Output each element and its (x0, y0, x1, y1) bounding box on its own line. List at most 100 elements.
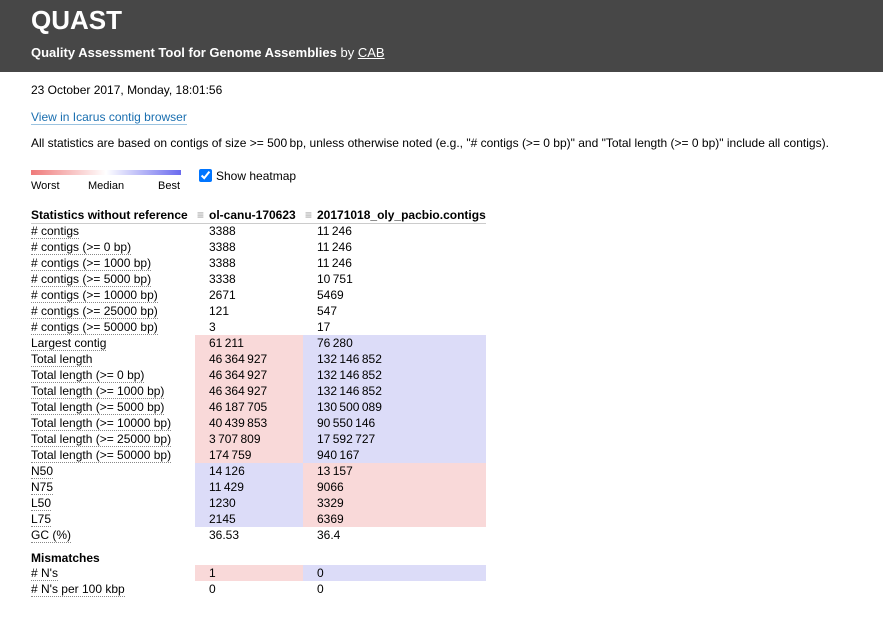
value-cell: 76 280 (303, 335, 486, 351)
value-cell: 1230 (195, 495, 303, 511)
row-label: GC (%) (31, 528, 71, 543)
row-label-cell: L50 (31, 495, 195, 511)
row-label: Largest contig (31, 336, 107, 351)
row-label: Total length (>= 1000 bp) (31, 384, 165, 399)
row-label-cell: # contigs (>= 5000 bp) (31, 271, 195, 287)
value-cell: 3388 (209, 256, 236, 270)
legend-worst: Worst (31, 180, 60, 192)
row-label: Total length (>= 10000 bp) (31, 416, 172, 431)
row-label: # contigs (>= 1000 bp) (31, 256, 152, 271)
subtitle: Quality Assessment Tool for Genome Assem… (31, 45, 385, 60)
value-cell: 3338 (209, 272, 236, 286)
column-name: Statistics without reference (31, 208, 188, 222)
header: QUAST Quality Assessment Tool for Genome… (0, 0, 883, 72)
row-label-cell: Total length (>= 25000 bp) (31, 431, 195, 447)
header-cell[interactable]: ≡ 20171018_oly_pacbio.contigs (303, 207, 486, 224)
sort-icon: ≡ (197, 208, 205, 222)
section-name: Mismatches (31, 551, 100, 565)
row-label-cell: N50 (31, 463, 195, 479)
value-cell: 3 (209, 320, 216, 334)
value-cell: 132 146 852 (303, 383, 486, 399)
value-cell: 0 (303, 565, 486, 581)
legend-best: Best (158, 180, 181, 192)
row-label: # contigs (>= 25000 bp) (31, 304, 158, 319)
value-cell: 6369 (303, 511, 486, 527)
sort-icon: ≡ (305, 208, 313, 222)
icarus-link[interactable]: View in Icarus contig browser (31, 110, 187, 125)
value-cell: 3388 (209, 240, 236, 254)
value-cell: 13 157 (303, 463, 486, 479)
value-cell: 940 167 (303, 447, 486, 463)
row-label-cell: Total length (31, 351, 195, 367)
value-cell: 130 500 089 (303, 399, 486, 415)
legend-median: Median (88, 180, 125, 192)
row-label-cell: Total length (>= 0 bp) (31, 367, 195, 383)
value-cell: 121 (209, 304, 230, 318)
value-cell: 61 211 (195, 335, 303, 351)
value-cell: 11 246 (317, 240, 352, 254)
row-label-cell: # contigs (>= 50000 bp) (31, 319, 195, 335)
heatmap-gradient (31, 170, 181, 175)
value-cell: 174 759 (195, 447, 303, 463)
row-label-cell: Total length (>= 1000 bp) (31, 383, 195, 399)
value-cell: 1 (195, 565, 303, 581)
row-label: Total length (>= 50000 bp) (31, 448, 172, 463)
row-label: L50 (31, 496, 52, 511)
value-cell: 14 126 (195, 463, 303, 479)
note: All statistics are based on contigs of s… (31, 136, 829, 150)
value-cell: 17 592 727 (303, 431, 486, 447)
value-cell: 11 246 (317, 224, 352, 238)
heatmap-toggle[interactable]: Show heatmap (196, 167, 296, 185)
row-label-cell: Total length (>= 5000 bp) (31, 399, 195, 415)
row-label-cell: # contigs (>= 25000 bp) (31, 303, 195, 319)
row-label: # N's per 100 kbp (31, 582, 125, 597)
value-cell: 5469 (317, 288, 344, 302)
value-cell: 3388 (209, 224, 236, 238)
row-label: Total length (>= 5000 bp) (31, 400, 165, 415)
value-cell: 46 364 927 (195, 367, 303, 383)
toggle-label: Show heatmap (216, 169, 297, 183)
value-cell: 46 364 927 (195, 351, 303, 367)
row-label-cell: N75 (31, 479, 195, 495)
value-cell: 17 (317, 320, 331, 334)
value-cell: 132 146 852 (303, 367, 486, 383)
row-label: L75 (31, 512, 52, 527)
row-label-cell: # N's per 100 kbp (31, 581, 195, 597)
heatmap-checkbox[interactable] (199, 169, 212, 182)
header-cell[interactable]: Statistics without reference (31, 207, 195, 224)
value-cell: 36.53 (209, 528, 240, 542)
row-label-cell: # N's (31, 565, 195, 581)
value-cell: 46 364 927 (195, 383, 303, 399)
value-cell: 36.4 (317, 528, 341, 542)
value-cell: 547 (317, 304, 338, 318)
value-cell: 3329 (303, 495, 486, 511)
row-label: # contigs (>= 50000 bp) (31, 320, 158, 335)
value-cell: 132 146 852 (303, 351, 486, 367)
value-cell: 11 246 (317, 256, 352, 270)
value-cell: 90 550 146 (303, 415, 486, 431)
row-label-cell: # contigs (>= 1000 bp) (31, 255, 195, 271)
row-label: Total length (31, 352, 93, 367)
value-cell: 2671 (209, 288, 236, 302)
row-label: N75 (31, 480, 54, 495)
by: by (340, 45, 355, 60)
value-cell: 0 (209, 582, 216, 596)
row-label: N50 (31, 464, 54, 479)
header-cell[interactable]: ≡ ol-canu-170623 (195, 207, 303, 224)
row-label-cell: # contigs (>= 0 bp) (31, 239, 195, 255)
row-label-cell: # contigs (>= 10000 bp) (31, 287, 195, 303)
row-label: Total length (>= 25000 bp) (31, 432, 172, 447)
title: QUAST (31, 5, 122, 35)
column-name: ol-canu-170623 (209, 208, 296, 222)
row-label-cell: Total length (>= 50000 bp) (31, 447, 195, 463)
row-label-cell: GC (%) (31, 527, 195, 543)
row-label: # contigs (>= 10000 bp) (31, 288, 158, 303)
row-label-cell: # contigs (31, 223, 195, 239)
row-label-cell: Largest contig (31, 335, 195, 351)
row-label-cell: L75 (31, 511, 195, 527)
author-link[interactable]: CAB (357, 45, 385, 60)
value-cell: 11 429 (195, 479, 303, 495)
row-label: # contigs (>= 0 bp) (31, 240, 132, 255)
row-label: Total length (>= 0 bp) (31, 368, 145, 383)
row-label: # N's (31, 566, 58, 581)
